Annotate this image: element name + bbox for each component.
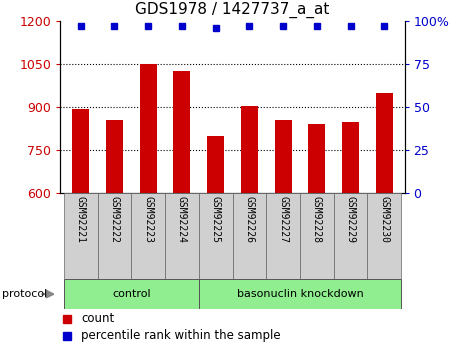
Text: GSM92227: GSM92227 <box>278 196 288 243</box>
Bar <box>266 193 300 279</box>
Text: GSM92225: GSM92225 <box>211 196 220 243</box>
Bar <box>173 71 190 193</box>
Bar <box>199 193 232 279</box>
Bar <box>241 106 258 193</box>
Bar <box>165 193 199 279</box>
Bar <box>207 136 224 193</box>
Bar <box>376 92 393 193</box>
Bar <box>106 120 123 193</box>
Bar <box>64 193 98 279</box>
Text: GSM92229: GSM92229 <box>345 196 356 243</box>
Text: basonuclin knockdown: basonuclin knockdown <box>237 289 363 299</box>
Text: protocol: protocol <box>2 289 47 299</box>
Bar <box>232 193 266 279</box>
Bar <box>300 193 334 279</box>
Text: GSM92226: GSM92226 <box>245 196 254 243</box>
Text: control: control <box>112 289 151 299</box>
Text: GSM92222: GSM92222 <box>109 196 120 243</box>
Bar <box>199 279 401 309</box>
Text: GSM92228: GSM92228 <box>312 196 322 243</box>
Text: GSM92230: GSM92230 <box>379 196 389 243</box>
Bar <box>131 193 165 279</box>
Text: percentile rank within the sample: percentile rank within the sample <box>81 329 281 343</box>
Text: GSM92223: GSM92223 <box>143 196 153 243</box>
Text: count: count <box>81 313 114 325</box>
Bar <box>342 122 359 193</box>
Bar <box>308 124 326 193</box>
Title: GDS1978 / 1427737_a_at: GDS1978 / 1427737_a_at <box>135 2 330 18</box>
Text: GSM92224: GSM92224 <box>177 196 187 243</box>
Bar <box>275 120 292 193</box>
Bar <box>72 109 89 193</box>
Bar <box>140 64 157 193</box>
Bar <box>98 193 131 279</box>
Bar <box>334 193 367 279</box>
Bar <box>64 279 199 309</box>
Bar <box>367 193 401 279</box>
Text: GSM92221: GSM92221 <box>76 196 86 243</box>
